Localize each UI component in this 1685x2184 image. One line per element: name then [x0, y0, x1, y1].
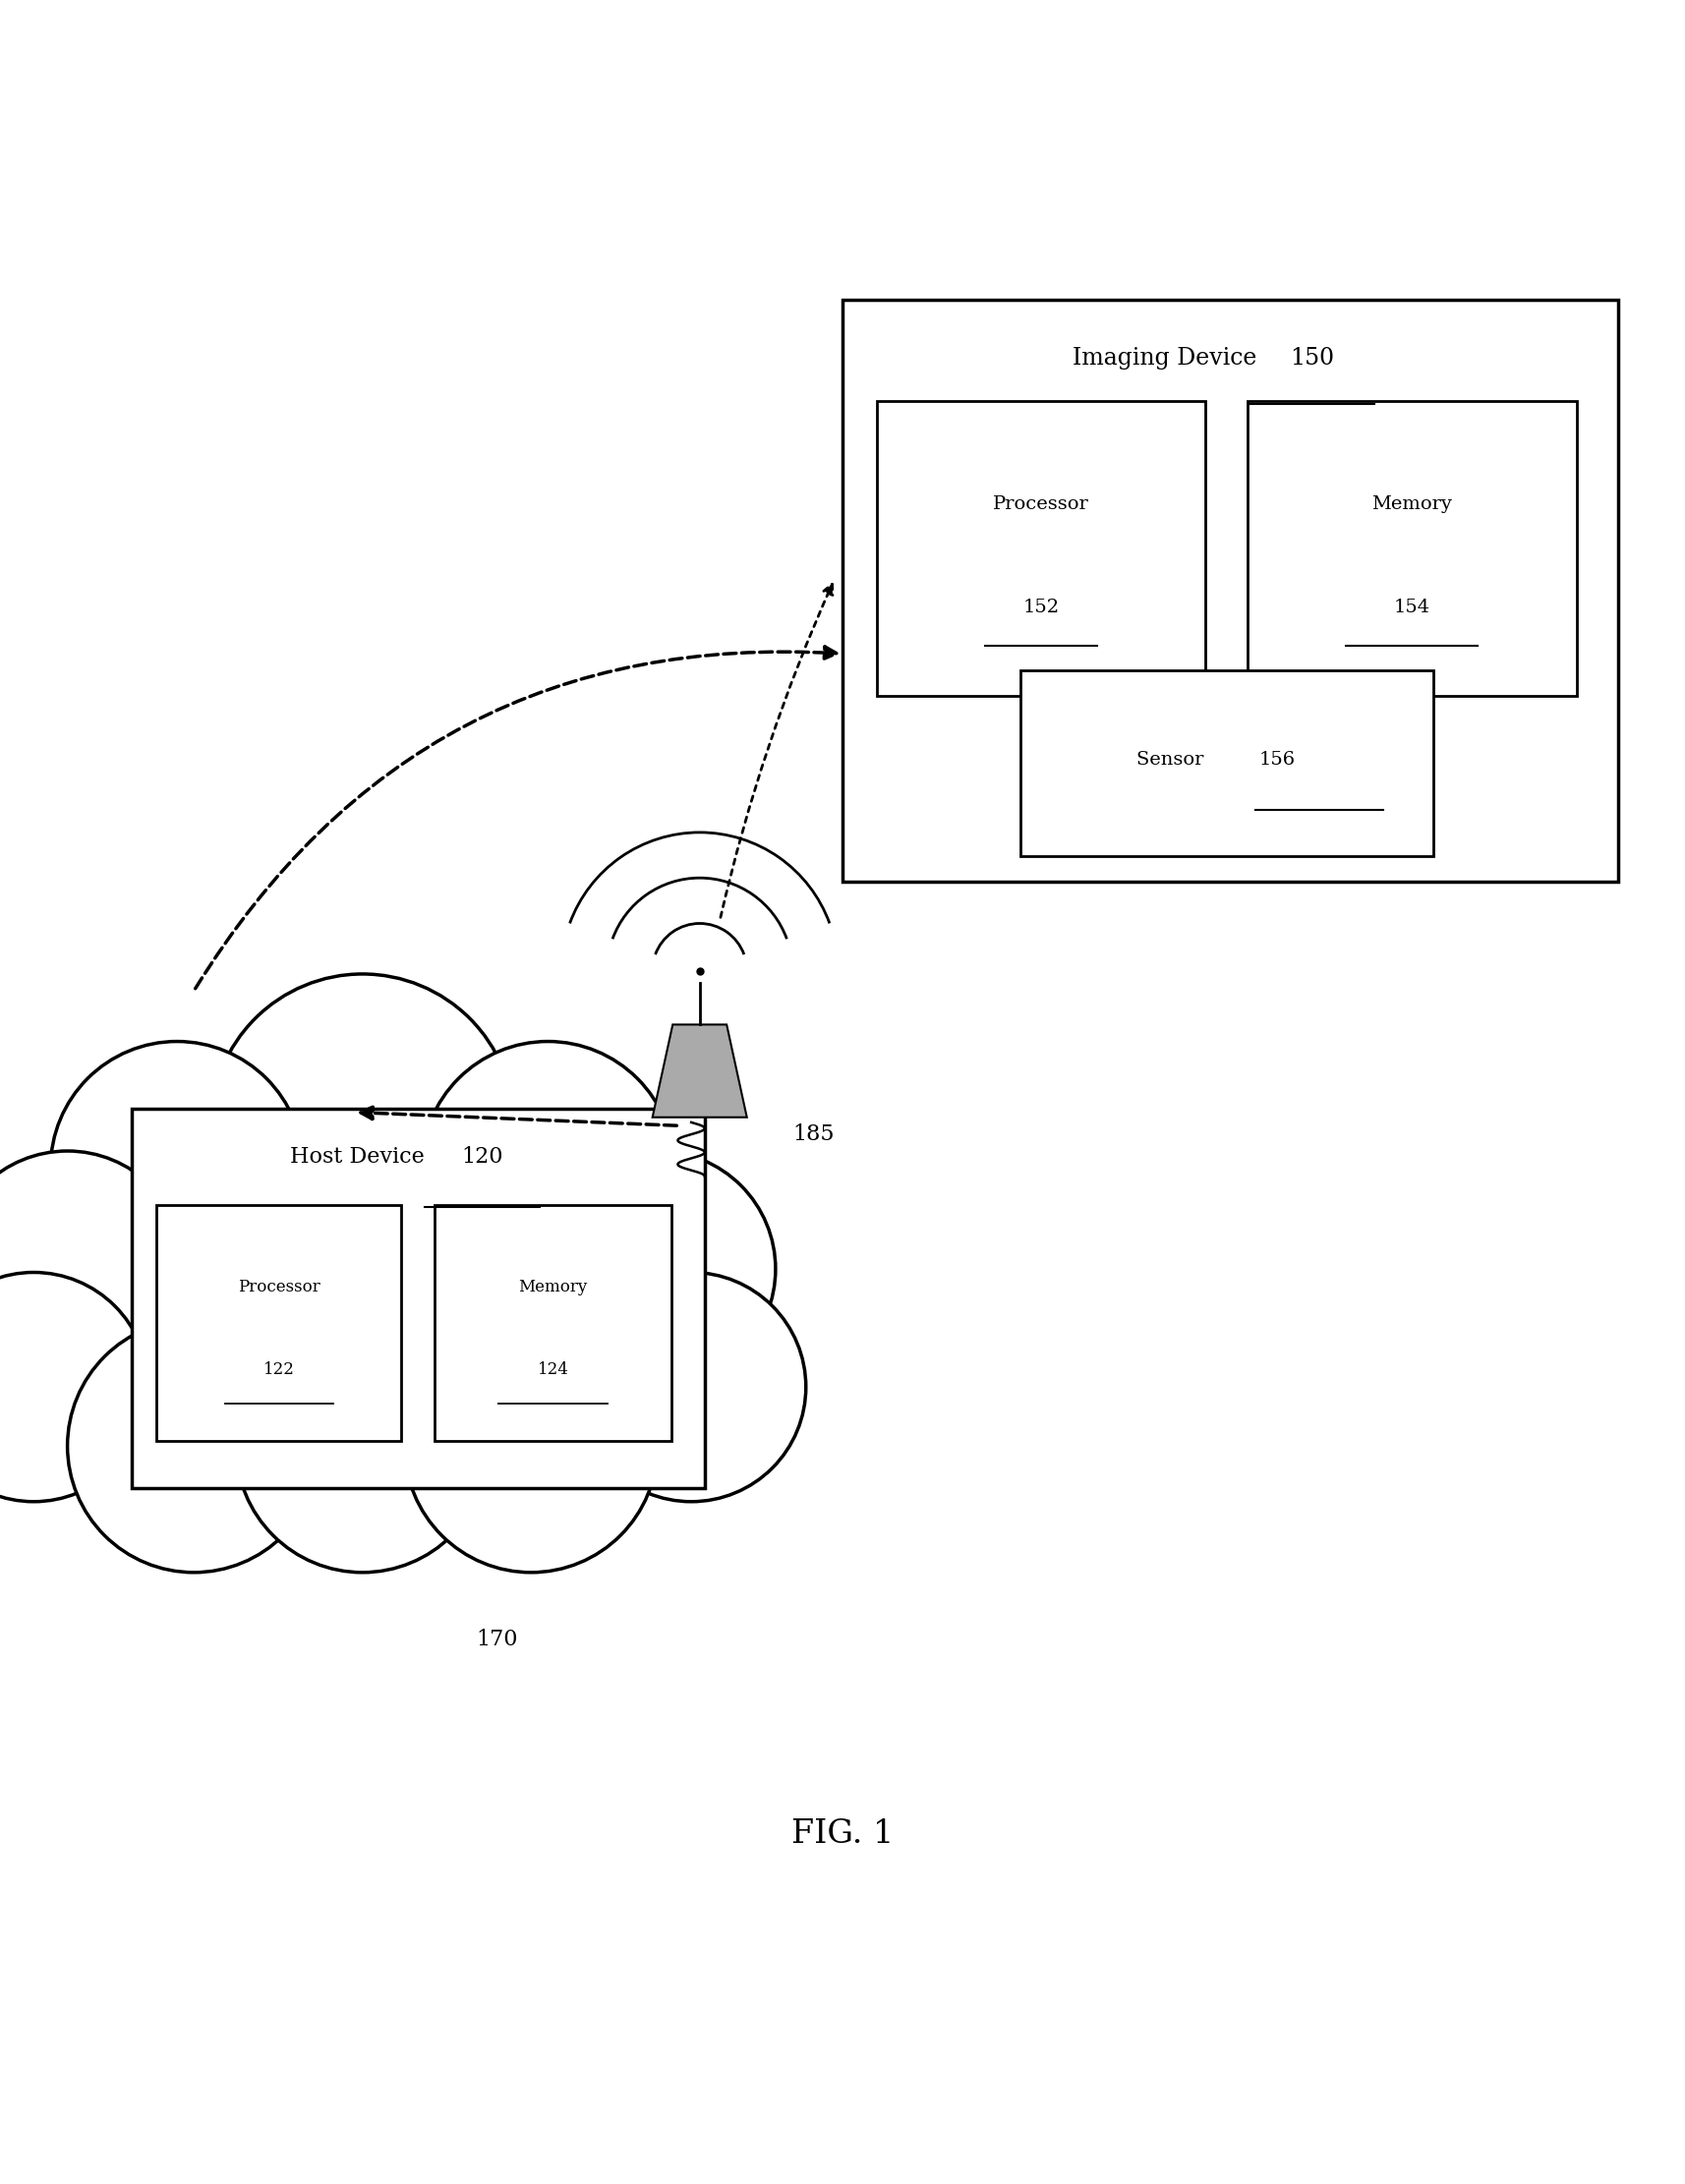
FancyBboxPatch shape	[157, 1206, 401, 1441]
Text: Sensor: Sensor	[1136, 751, 1208, 769]
Text: 152: 152	[1023, 598, 1058, 616]
Circle shape	[211, 974, 514, 1278]
Circle shape	[51, 1042, 303, 1295]
Text: 150: 150	[1289, 347, 1333, 369]
FancyBboxPatch shape	[435, 1206, 671, 1441]
FancyArrowPatch shape	[719, 583, 832, 917]
FancyBboxPatch shape	[1019, 670, 1432, 856]
Text: 185: 185	[792, 1123, 834, 1144]
Circle shape	[421, 1042, 674, 1295]
Text: Memory: Memory	[519, 1280, 586, 1295]
Text: Imaging Device: Imaging Device	[1072, 347, 1264, 369]
Circle shape	[0, 1273, 148, 1503]
Text: Processor: Processor	[238, 1280, 320, 1295]
Circle shape	[539, 1151, 775, 1387]
Text: 154: 154	[1393, 598, 1429, 616]
Text: Processor: Processor	[992, 496, 1089, 513]
Text: 170: 170	[477, 1629, 517, 1651]
Circle shape	[0, 1151, 185, 1387]
Text: 122: 122	[263, 1363, 295, 1378]
Circle shape	[236, 1319, 489, 1572]
Circle shape	[0, 1151, 185, 1387]
FancyBboxPatch shape	[876, 402, 1205, 697]
Circle shape	[404, 1319, 657, 1572]
Circle shape	[51, 1042, 303, 1295]
Text: 120: 120	[462, 1147, 502, 1168]
Circle shape	[0, 1273, 148, 1503]
Circle shape	[539, 1151, 775, 1387]
Polygon shape	[652, 1024, 746, 1118]
Circle shape	[67, 1319, 320, 1572]
Text: 124: 124	[538, 1363, 568, 1378]
Circle shape	[404, 1319, 657, 1572]
FancyBboxPatch shape	[842, 299, 1618, 882]
FancyArrowPatch shape	[195, 646, 836, 989]
Text: 156: 156	[1259, 751, 1294, 769]
Circle shape	[421, 1042, 674, 1295]
Circle shape	[67, 1319, 320, 1572]
FancyBboxPatch shape	[1247, 402, 1575, 697]
Circle shape	[236, 1319, 489, 1572]
Text: Memory: Memory	[1372, 496, 1451, 513]
Text: Host Device: Host Device	[290, 1147, 431, 1168]
FancyArrowPatch shape	[361, 1107, 676, 1125]
FancyBboxPatch shape	[131, 1109, 704, 1487]
Text: FIG. 1: FIG. 1	[792, 1817, 893, 1850]
Circle shape	[576, 1273, 805, 1503]
Circle shape	[211, 974, 514, 1278]
Circle shape	[576, 1273, 805, 1503]
